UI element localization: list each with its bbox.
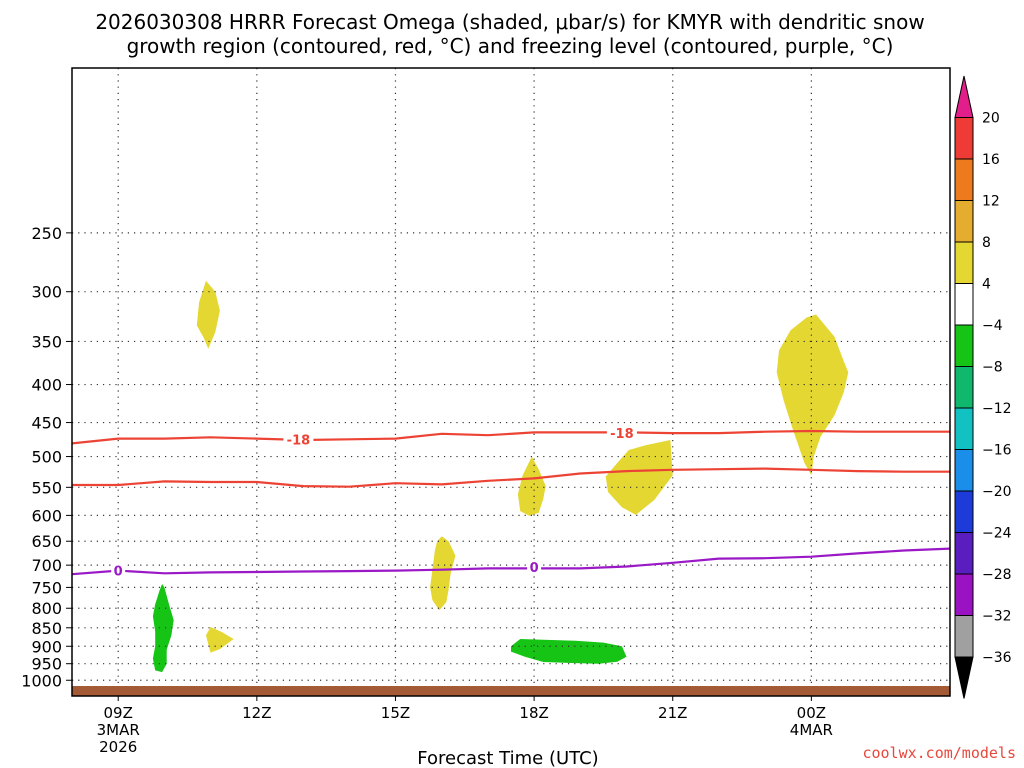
isotherm-minus18-upper-label-bg-2: [606, 425, 637, 442]
chart-title-line-1: 2026030308 HRRR Forecast Omega (shaded, …: [95, 10, 924, 34]
colorbar: 20 16 12 8 4 −4 −8 −12 −16 −20 −24 −28 −32 −36: [954, 75, 1012, 699]
y-tick-label-700: 700: [31, 556, 62, 575]
isotherm-minus18-upper-label-bg-1: [283, 431, 314, 448]
x-tick-label-15Z-line-1: 15Z: [381, 704, 410, 722]
colorbar-label-8: 8: [982, 235, 991, 251]
colorbar-swatch-11: [954, 532, 974, 575]
omega-negative-910hpa: [511, 639, 627, 664]
credit-text: coolwx.com/models: [862, 744, 1016, 762]
plot-content: -18 -18 0 0: [72, 68, 950, 696]
colorbar-label--28: −28: [982, 567, 1012, 583]
y-tick-label-600: 600: [31, 506, 62, 525]
gridlines: [72, 68, 950, 696]
x-tick-label-09Z-line-2: 3MAR: [97, 721, 140, 739]
terrain-ground: [72, 686, 950, 696]
y-tick-label-350: 350: [31, 332, 62, 351]
colorbar-label-20: 20: [982, 111, 1000, 127]
y-tick-label-450: 450: [31, 414, 62, 433]
colorbar-label--24: −24: [982, 526, 1012, 542]
colorbar-label--16: −16: [982, 443, 1012, 459]
y-tick-label-800: 800: [31, 599, 62, 618]
x-tick-label-09Z-line-1: 09Z: [104, 704, 133, 722]
colorbar-label--8: −8: [982, 360, 1003, 376]
y-tick-label-300: 300: [31, 283, 62, 302]
colorbar-swatch-2: [954, 158, 974, 201]
colorbar-swatch-10: [954, 490, 974, 533]
colorbar-swatch-8: [954, 407, 974, 450]
x-tick-label-00Z-line-1: 00Z: [797, 704, 826, 722]
colorbar-label-12: 12: [982, 194, 1000, 210]
omega-negative-850hpa: [152, 584, 174, 673]
y-tick-label-750: 750: [31, 578, 62, 597]
omega-positive-375hpa: [776, 314, 849, 476]
x-tick-label-00Z-line-2: 4MAR: [790, 721, 833, 739]
colorbar-swatch-3: [954, 200, 974, 243]
freezing-level-0c-label-bg-1: [111, 562, 126, 579]
freezing-level-0c-label-1: 0: [114, 565, 123, 580]
x-tick-label-12Z-line-1: 12Z: [242, 704, 271, 722]
isotherm-minus18-upper-label-2: -18: [610, 427, 634, 442]
y-tick-label-850: 850: [31, 619, 62, 638]
y-tick-label-900: 900: [31, 637, 62, 656]
colorbar-swatch-top-arrow: [954, 75, 974, 118]
colorbar-swatch-13: [954, 615, 974, 658]
isotherm-minus18-upper: [72, 429, 950, 445]
omega-positive-540hpa-a: [517, 456, 546, 516]
plot-frame: [71, 67, 951, 697]
colorbar-label--20: −20: [982, 484, 1012, 500]
colorbar-label--36: −36: [982, 650, 1012, 666]
y-axis-ticks: 2503003504004505005506006507007508008509…: [21, 224, 72, 690]
chart-title: 2026030308 HRRR Forecast Omega (shaded, …: [95, 10, 924, 58]
colorbar-label-16: 16: [982, 152, 1000, 168]
isotherm-minus18-upper-label-1: -18: [287, 433, 311, 448]
freezing-level-0c-label-bg-2: [527, 558, 542, 575]
colorbar-swatch-bottom-arrow: [954, 656, 974, 699]
colorbar-label--4: −4: [982, 318, 1003, 334]
omega-positive-720hpa: [430, 536, 456, 611]
y-tick-label-550: 550: [31, 478, 62, 497]
colorbar-swatch-1: [954, 117, 974, 160]
omega-positive-880hpa: [206, 627, 234, 653]
y-tick-label-250: 250: [31, 224, 62, 243]
colorbar-label--32: −32: [982, 609, 1012, 625]
colorbar-swatch-6: [954, 324, 974, 367]
isotherm-minus12-lower: [72, 467, 950, 488]
omega-positive-540hpa-b: [605, 440, 673, 515]
colorbar-swatch-5: [954, 283, 974, 326]
colorbar-swatch-7: [954, 366, 974, 409]
omega-positive-300hpa: [196, 280, 220, 349]
freezing-level-0c: [72, 547, 950, 576]
colorbar-label-4: 4: [982, 277, 991, 293]
chart-title-line-2: growth region (contoured, red, °C) and f…: [127, 34, 894, 58]
freezing-level-0c-label-2: 0: [530, 561, 539, 576]
y-tick-label-500: 500: [31, 448, 62, 467]
y-tick-label-1000: 1000: [21, 671, 62, 690]
y-tick-label-400: 400: [31, 376, 62, 395]
x-tick-label-18Z-line-1: 18Z: [519, 704, 548, 722]
y-tick-label-950: 950: [31, 655, 62, 674]
y-tick-label-650: 650: [31, 532, 62, 551]
colorbar-swatch-12: [954, 573, 974, 616]
plot-area: -18 -18 0 0: [71, 67, 951, 697]
x-tick-label-09Z-line-3: 2026: [99, 738, 137, 756]
colorbar-swatch-4: [954, 241, 974, 284]
colorbar-swatch-9: [954, 449, 974, 492]
x-tick-label-21Z-line-1: 21Z: [658, 704, 687, 722]
colorbar-label--12: −12: [982, 401, 1012, 417]
x-axis-label: Forecast Time (UTC): [417, 748, 598, 768]
